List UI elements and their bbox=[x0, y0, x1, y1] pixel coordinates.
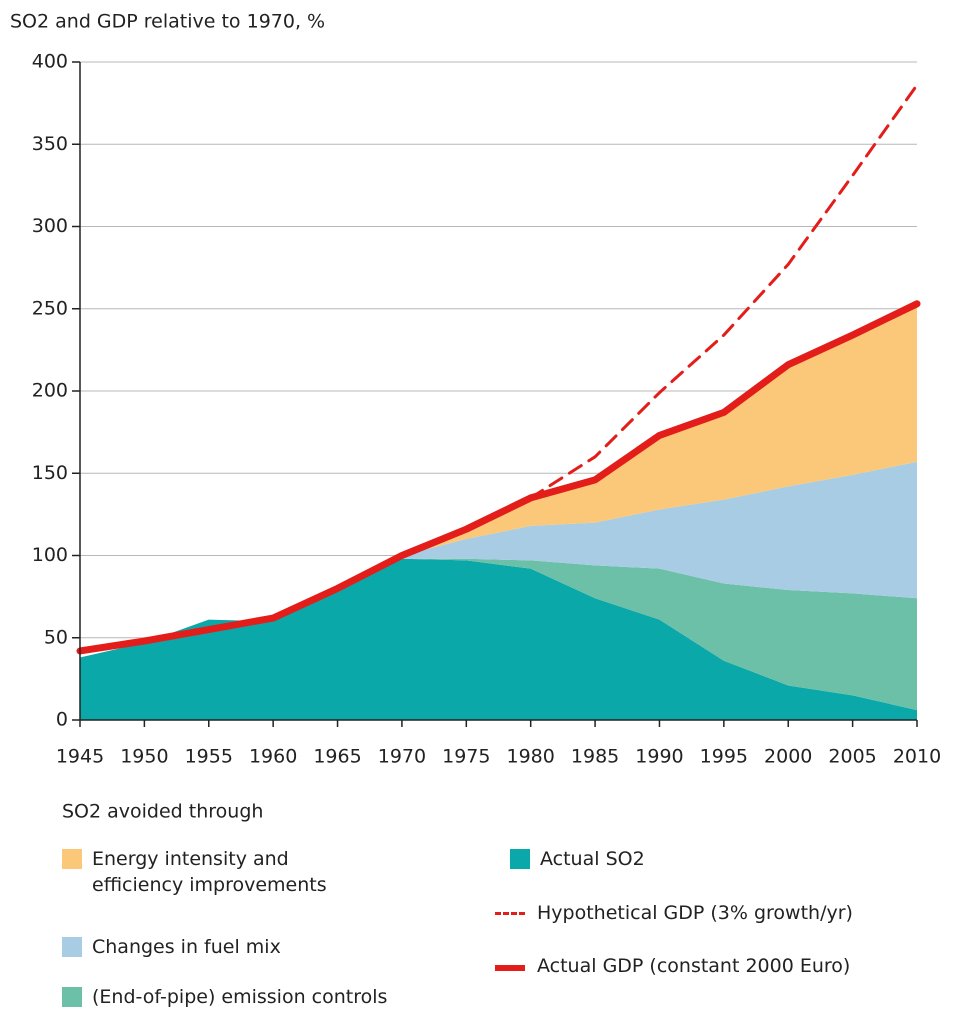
x-tick-label: 2005 bbox=[828, 746, 876, 768]
legend-label: Changes in fuel mix bbox=[92, 936, 281, 958]
y-tick-label: 400 bbox=[32, 51, 68, 73]
area bbox=[80, 461, 917, 658]
x-tick-label: 1975 bbox=[442, 746, 490, 768]
area bbox=[80, 558, 917, 720]
y-tick-label: 250 bbox=[32, 297, 68, 319]
x-tick-label: 1980 bbox=[507, 746, 555, 768]
x-tick-label: 2000 bbox=[764, 746, 812, 768]
legend-item: (End-of-pipe) emission controls bbox=[62, 984, 462, 1010]
area bbox=[80, 303, 917, 658]
x-tick-label: 1945 bbox=[56, 746, 104, 768]
areas bbox=[80, 303, 917, 720]
y-tick-label: 0 bbox=[56, 709, 68, 731]
legend-swatch bbox=[62, 849, 82, 869]
legend-label: Energy intensity and efficiency improvem… bbox=[92, 848, 327, 896]
legend-title: SO2 avoided through bbox=[62, 801, 263, 823]
y-tick-label: 300 bbox=[32, 215, 68, 237]
x-tick-label: 2010 bbox=[893, 746, 941, 768]
line bbox=[529, 83, 919, 500]
legend-item: Changes in fuel mix bbox=[62, 934, 462, 960]
x-tick-label: 1990 bbox=[635, 746, 683, 768]
y-tick-label: 100 bbox=[32, 544, 68, 566]
legend-label: Hypothetical GDP (3% growth/yr) bbox=[537, 902, 853, 924]
legend-item: Energy intensity and efficiency improvem… bbox=[62, 846, 362, 898]
x-tick-label: 1965 bbox=[313, 746, 361, 768]
area bbox=[80, 558, 917, 711]
y-tick-label: 50 bbox=[44, 626, 68, 648]
y-tick-label: 200 bbox=[32, 380, 68, 402]
x-tick-label: 1960 bbox=[249, 746, 297, 768]
line bbox=[76, 300, 921, 655]
legend-swatch bbox=[62, 987, 82, 1007]
x-tick-label: 1995 bbox=[700, 746, 748, 768]
legend-item: Actual SO2 bbox=[510, 846, 910, 872]
legend-label: (End-of-pipe) emission controls bbox=[92, 986, 388, 1008]
legend-swatch bbox=[62, 937, 82, 957]
lines bbox=[76, 83, 921, 655]
legend-swatch bbox=[495, 912, 525, 915]
legend-label: Actual SO2 bbox=[540, 848, 645, 870]
y-tick-label: 150 bbox=[32, 462, 68, 484]
x-tick-label: 1970 bbox=[378, 746, 426, 768]
legend-label: Actual GDP (constant 2000 Euro) bbox=[537, 955, 851, 977]
x-tick-label: 1950 bbox=[120, 746, 168, 768]
y-tick-label: 350 bbox=[32, 133, 68, 155]
x-tick-label: 1985 bbox=[571, 746, 619, 768]
chart-title: SO2 and GDP relative to 1970, % bbox=[10, 11, 325, 33]
legend-item: Actual GDP (constant 2000 Euro) bbox=[495, 953, 935, 979]
legend-swatch bbox=[510, 849, 530, 869]
legend-item: Hypothetical GDP (3% growth/yr) bbox=[495, 900, 935, 926]
legend-swatch bbox=[495, 965, 525, 971]
x-tick-label: 1955 bbox=[185, 746, 233, 768]
